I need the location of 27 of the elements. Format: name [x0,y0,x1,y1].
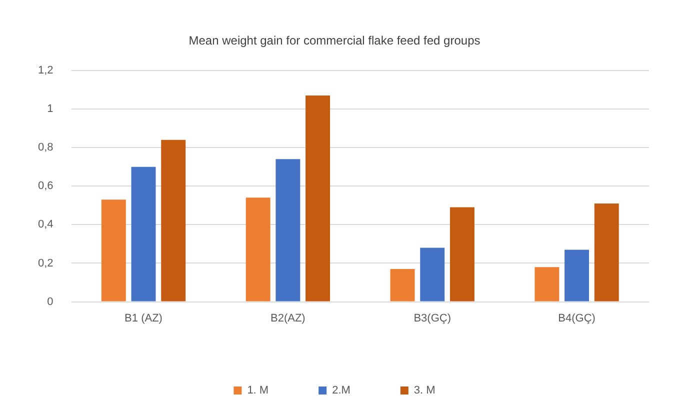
bar [276,159,300,302]
bar [594,203,619,302]
bar [390,269,415,302]
bar [534,267,560,302]
y-tick-label: 0 [47,296,54,308]
x-tick-label: B1 (AZ) [124,312,162,324]
bar [246,198,270,302]
x-tick-label: B2(AZ) [270,312,306,324]
y-tick-label: 0,8 [38,142,54,154]
y-tick-label: 0,6 [38,180,54,192]
x-tick-label: B3(GÇ) [414,312,451,324]
bar [306,95,330,302]
legend-label: 3. M [414,384,436,397]
bar [161,140,186,302]
chart-title: Mean weight gain for commercial flake feed fed groups [188,34,480,48]
bar [131,166,156,302]
bar [420,248,445,302]
bar [450,207,474,302]
bar [564,250,590,302]
bar [101,200,126,302]
legend-label: 1. M [247,384,269,397]
y-tick-label: 0,4 [38,218,54,231]
x-tick-label: B4(GÇ) [558,312,596,324]
y-tick-label: 1 [47,103,54,115]
legend-label: 2.M [332,384,350,397]
y-tick-label: 0,2 [38,257,54,270]
y-tick-label: 1,2 [38,64,54,76]
